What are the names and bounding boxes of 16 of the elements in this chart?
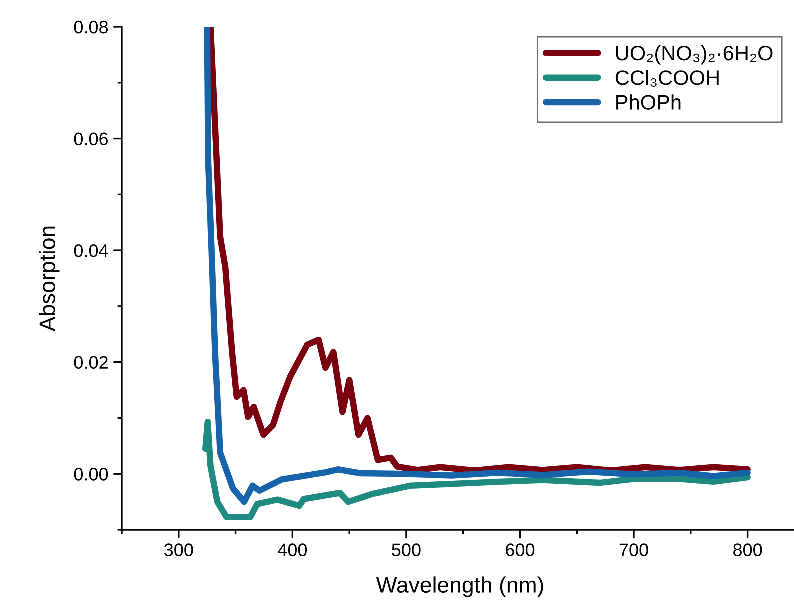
- y-axis-title: Absorption: [39, 226, 60, 332]
- x-tick-label: 600: [506, 544, 535, 556]
- x-axis-title: Wavelength (nm): [376, 576, 544, 598]
- legend-label: PhOPh: [616, 94, 681, 110]
- x-tick-label: 700: [620, 544, 648, 556]
- legend-label: UO₂(NO₃)₂·6H₂O: [616, 45, 773, 65]
- y-tick-label: 0.04: [74, 244, 108, 258]
- x-tick-label: 500: [392, 544, 421, 556]
- y-tick-label: 0.00: [74, 468, 108, 481]
- x-tick-label: 400: [278, 544, 308, 556]
- x-tick-label: 800: [734, 544, 762, 556]
- y-tick-label: 0.02: [74, 356, 108, 370]
- legend-label: CCl₃COOH: [616, 70, 719, 88]
- y-tick-label: 0.08: [74, 20, 108, 34]
- y-tick-label: 0.06: [74, 132, 108, 146]
- x-tick-label: 300: [164, 544, 194, 556]
